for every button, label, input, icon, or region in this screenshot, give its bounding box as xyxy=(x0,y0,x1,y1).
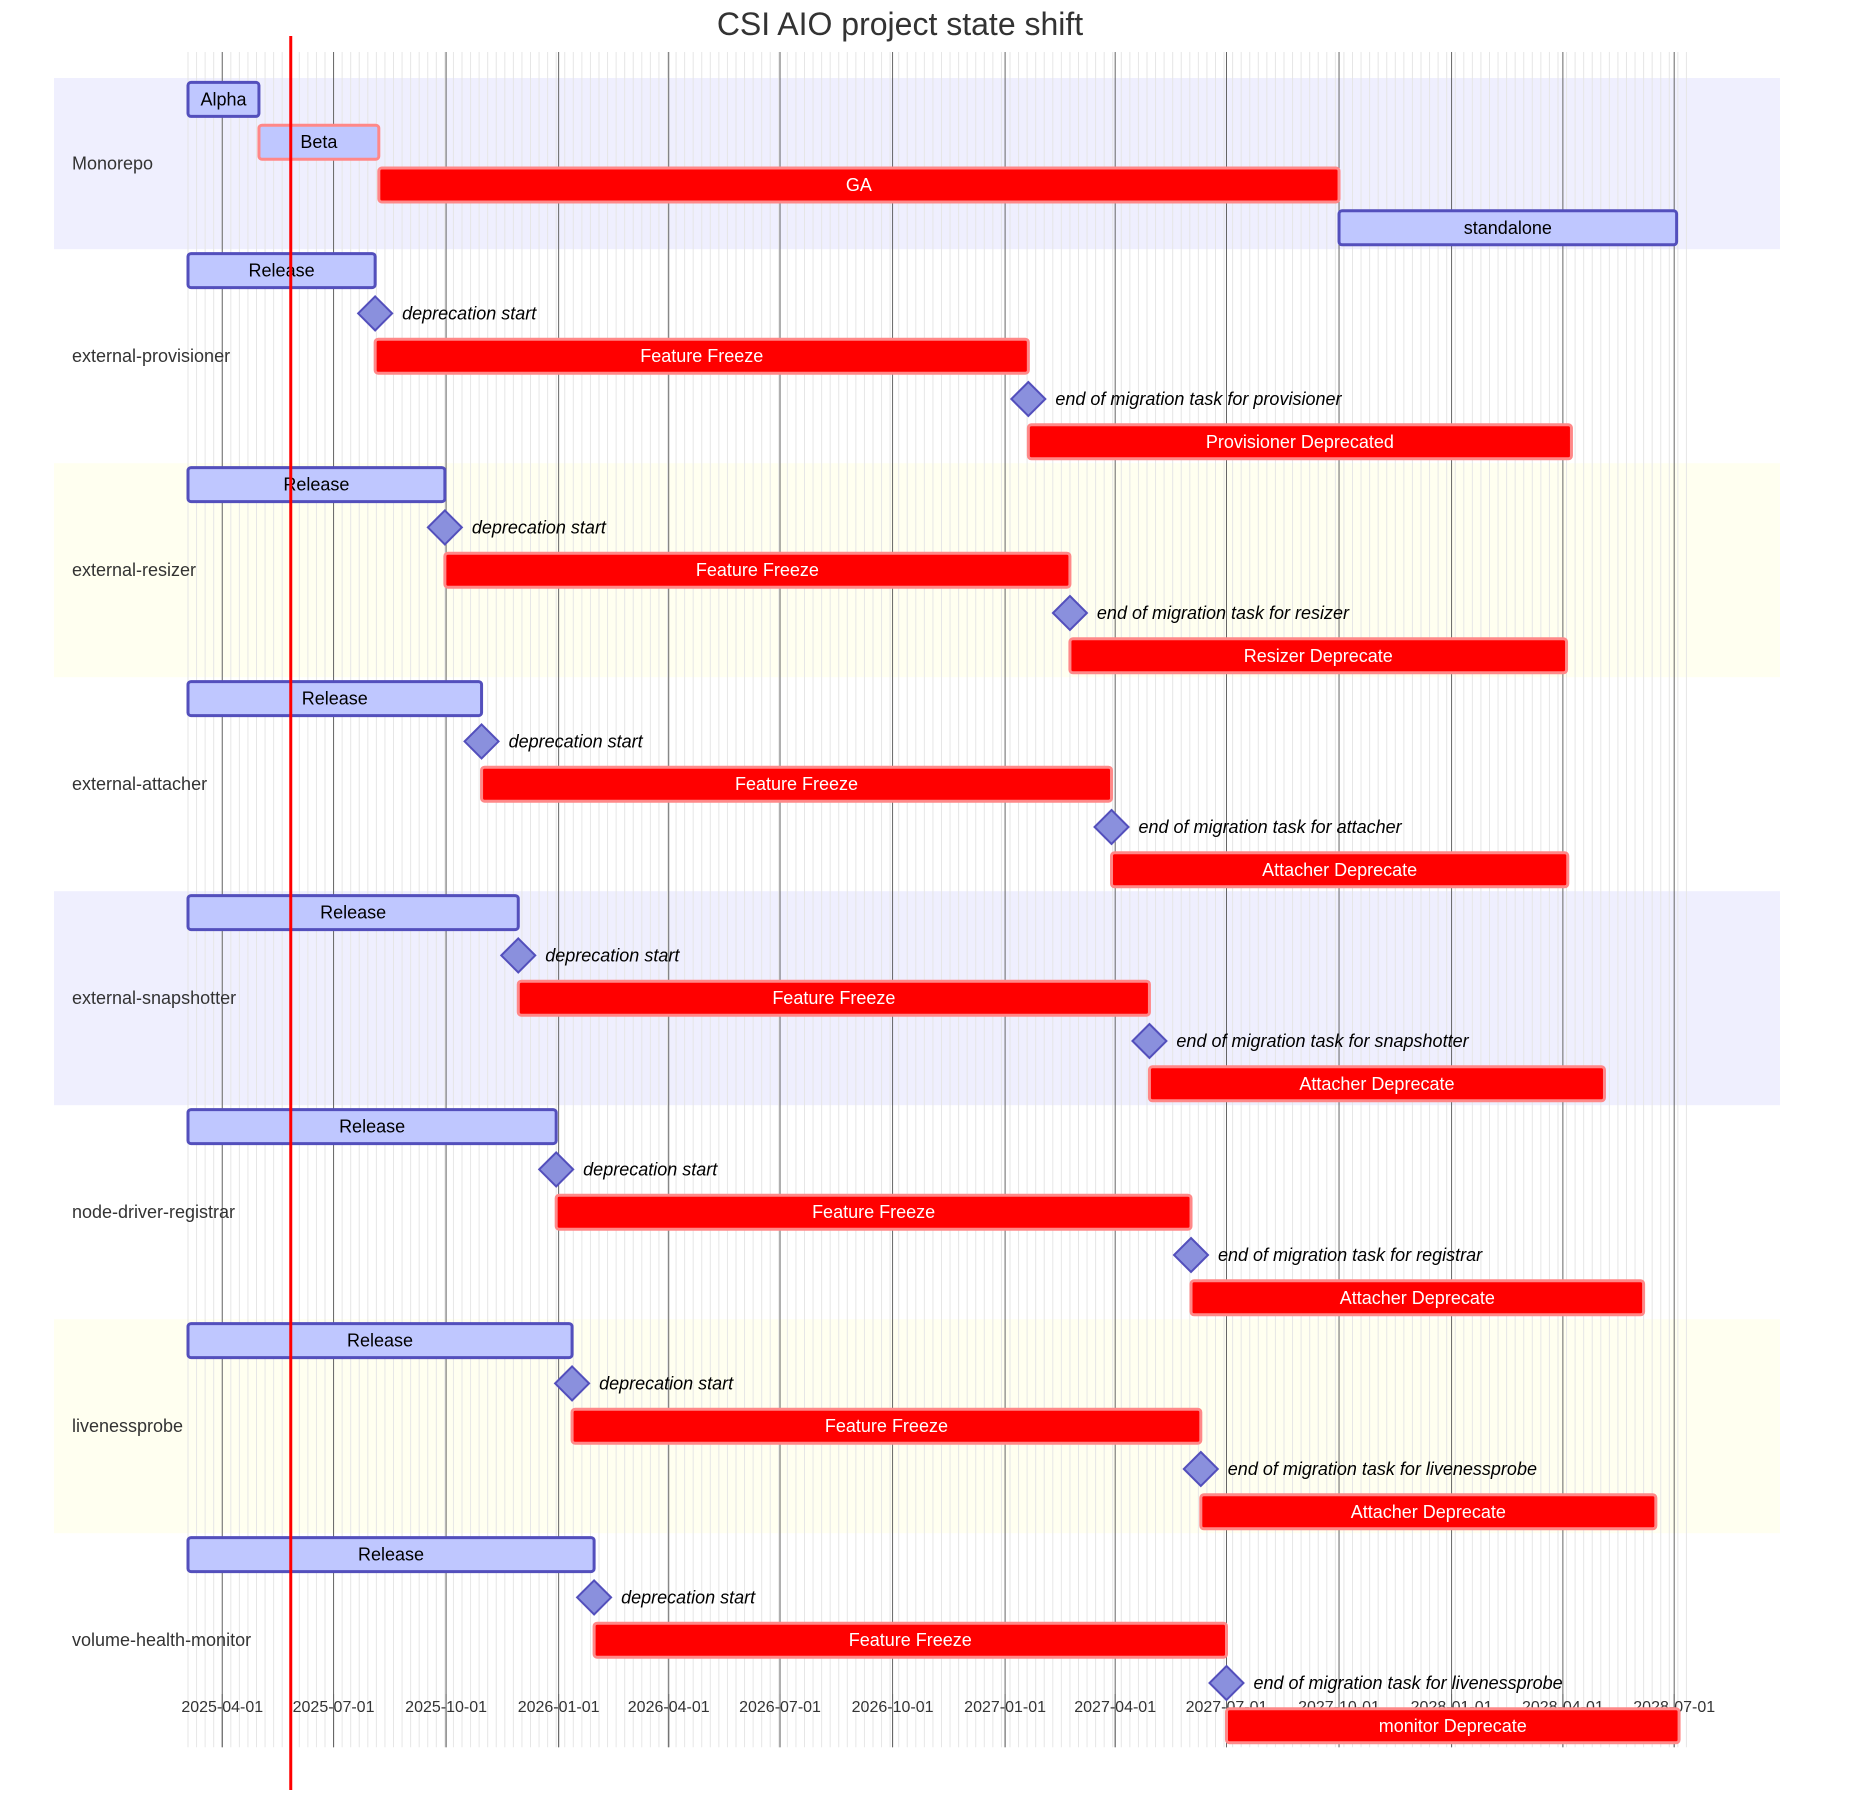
task-label: Feature Freeze xyxy=(812,1202,935,1222)
milestone-label: end of migration task for provisioner xyxy=(1055,389,1342,409)
task-bar xyxy=(1068,637,1569,675)
task-bar xyxy=(443,551,1072,589)
task-label: Feature Freeze xyxy=(849,1630,972,1650)
task-label: Feature Freeze xyxy=(640,346,763,366)
milestone-marker xyxy=(1131,1022,1168,1060)
task-label: Beta xyxy=(300,132,338,152)
task-label: monitor Deprecate xyxy=(1379,1716,1527,1736)
task-label: Attacher Deprecate xyxy=(1299,1074,1454,1094)
task-bar xyxy=(257,123,381,161)
task-bar xyxy=(186,466,447,504)
milestone-marker xyxy=(1051,594,1089,632)
section-label-node-driver-registrar: node-driver-registrar xyxy=(72,1202,235,1222)
task-bar xyxy=(186,252,377,290)
milestone-label: deprecation start xyxy=(621,1587,756,1607)
section-label-volume-health-monitor: volume-health-monitor xyxy=(72,1630,251,1650)
task-label: Feature Freeze xyxy=(825,1416,948,1436)
milestone-marker xyxy=(575,1578,613,1616)
task-label: standalone xyxy=(1464,218,1552,238)
task-label: Feature Freeze xyxy=(772,988,895,1008)
milestone-label: deprecation start xyxy=(599,1373,734,1393)
x-tick-label: 2026-07-01 xyxy=(739,1699,821,1716)
task-bar xyxy=(186,894,520,932)
milestone-label: deprecation start xyxy=(472,517,607,537)
x-tick-label: 2027-01-01 xyxy=(964,1699,1046,1716)
milestone-marker xyxy=(499,936,537,974)
task-bar xyxy=(480,765,1114,803)
task-label: Release xyxy=(339,1117,405,1137)
task-bar xyxy=(1224,1707,1681,1745)
task-label: Release xyxy=(283,475,349,495)
milestone-marker xyxy=(1093,808,1130,846)
milestone-label: end of migration task for attacher xyxy=(1139,817,1403,837)
x-tick-label: 2026-10-01 xyxy=(852,1699,934,1716)
task-bars: Alpha Beta GA standalone Release deprecation … xyxy=(186,80,1681,1745)
x-tick-label: 2026-01-01 xyxy=(518,1699,600,1716)
milestone-marker xyxy=(1009,380,1047,418)
task-bar xyxy=(1199,1493,1658,1531)
milestone-marker xyxy=(356,294,394,332)
task-label: Release xyxy=(347,1331,413,1351)
task-bar xyxy=(1147,1065,1606,1103)
milestone-marker xyxy=(463,722,500,760)
milestone-label: deprecation start xyxy=(583,1159,718,1179)
task-label: Release xyxy=(302,689,368,709)
chart-title: CSI AIO project state shift xyxy=(717,6,1083,42)
milestone-label: end of migration task for livenessprobe xyxy=(1228,1459,1537,1479)
milestone-label: end of migration task for livenessprobe xyxy=(1253,1673,1562,1693)
section-label-external-snapshotter: external-snapshotter xyxy=(72,988,236,1008)
task-label: Attacher Deprecate xyxy=(1340,1288,1495,1308)
task-bar xyxy=(1110,851,1570,889)
x-tick-label: 2027-04-01 xyxy=(1074,1699,1156,1716)
milestone-label: deprecation start xyxy=(545,945,680,965)
milestone-marker xyxy=(553,1364,591,1402)
milestone-marker xyxy=(1208,1664,1245,1702)
task-bar xyxy=(554,1193,1193,1231)
section-label-livenessprobe: livenessprobe xyxy=(72,1416,183,1436)
task-bar xyxy=(186,1322,574,1360)
task-label: Release xyxy=(249,261,315,281)
task-label: Provisioner Deprecated xyxy=(1206,432,1394,452)
x-tick-label: 2025-07-01 xyxy=(293,1699,375,1716)
section-label-external-provisioner: external-provisioner xyxy=(72,346,230,366)
task-label: GA xyxy=(846,175,872,195)
task-label: Alpha xyxy=(200,89,247,109)
task-bar xyxy=(570,1407,1203,1445)
milestone-label: end of migration task for resizer xyxy=(1097,603,1350,623)
section-label-external-resizer: external-resizer xyxy=(72,560,196,580)
milestone-label: deprecation start xyxy=(402,303,537,323)
task-bar xyxy=(1189,1279,1646,1317)
task-bar xyxy=(592,1621,1228,1659)
x-tick-label: 2025-10-01 xyxy=(405,1699,487,1716)
milestone-label: end of migration task for registrar xyxy=(1218,1245,1483,1265)
milestone-label: end of migration task for snapshotter xyxy=(1176,1031,1469,1051)
milestone-marker xyxy=(426,508,464,546)
task-label: Attacher Deprecate xyxy=(1351,1502,1506,1522)
task-label: Attacher Deprecate xyxy=(1262,860,1417,880)
section-label-monorepo: Monorepo xyxy=(72,154,153,174)
task-bar xyxy=(377,166,1341,204)
milestone-marker xyxy=(1182,1450,1220,1488)
x-tick-label: 2026-04-01 xyxy=(628,1699,710,1716)
task-label: Release xyxy=(358,1545,424,1565)
milestone-marker xyxy=(1172,1236,1210,1274)
task-bar xyxy=(186,680,484,718)
section-label-external-attacher: external-attacher xyxy=(72,774,207,794)
task-label: Resizer Deprecate xyxy=(1244,646,1393,666)
task-bar xyxy=(186,1108,558,1146)
task-label: Feature Freeze xyxy=(735,774,858,794)
task-label: Release xyxy=(320,903,386,923)
task-bar xyxy=(373,337,1030,375)
x-tick-label: 2025-04-01 xyxy=(181,1699,263,1716)
milestone-label: deprecation start xyxy=(509,731,644,751)
section-labels: Monorepo external-provisioner external-res… xyxy=(72,154,251,1651)
milestone-marker xyxy=(537,1150,575,1188)
task-bar xyxy=(516,979,1151,1017)
task-bar xyxy=(1026,423,1573,461)
task-bar xyxy=(1337,209,1679,247)
task-label: Feature Freeze xyxy=(696,560,819,580)
task-bar xyxy=(186,80,261,118)
